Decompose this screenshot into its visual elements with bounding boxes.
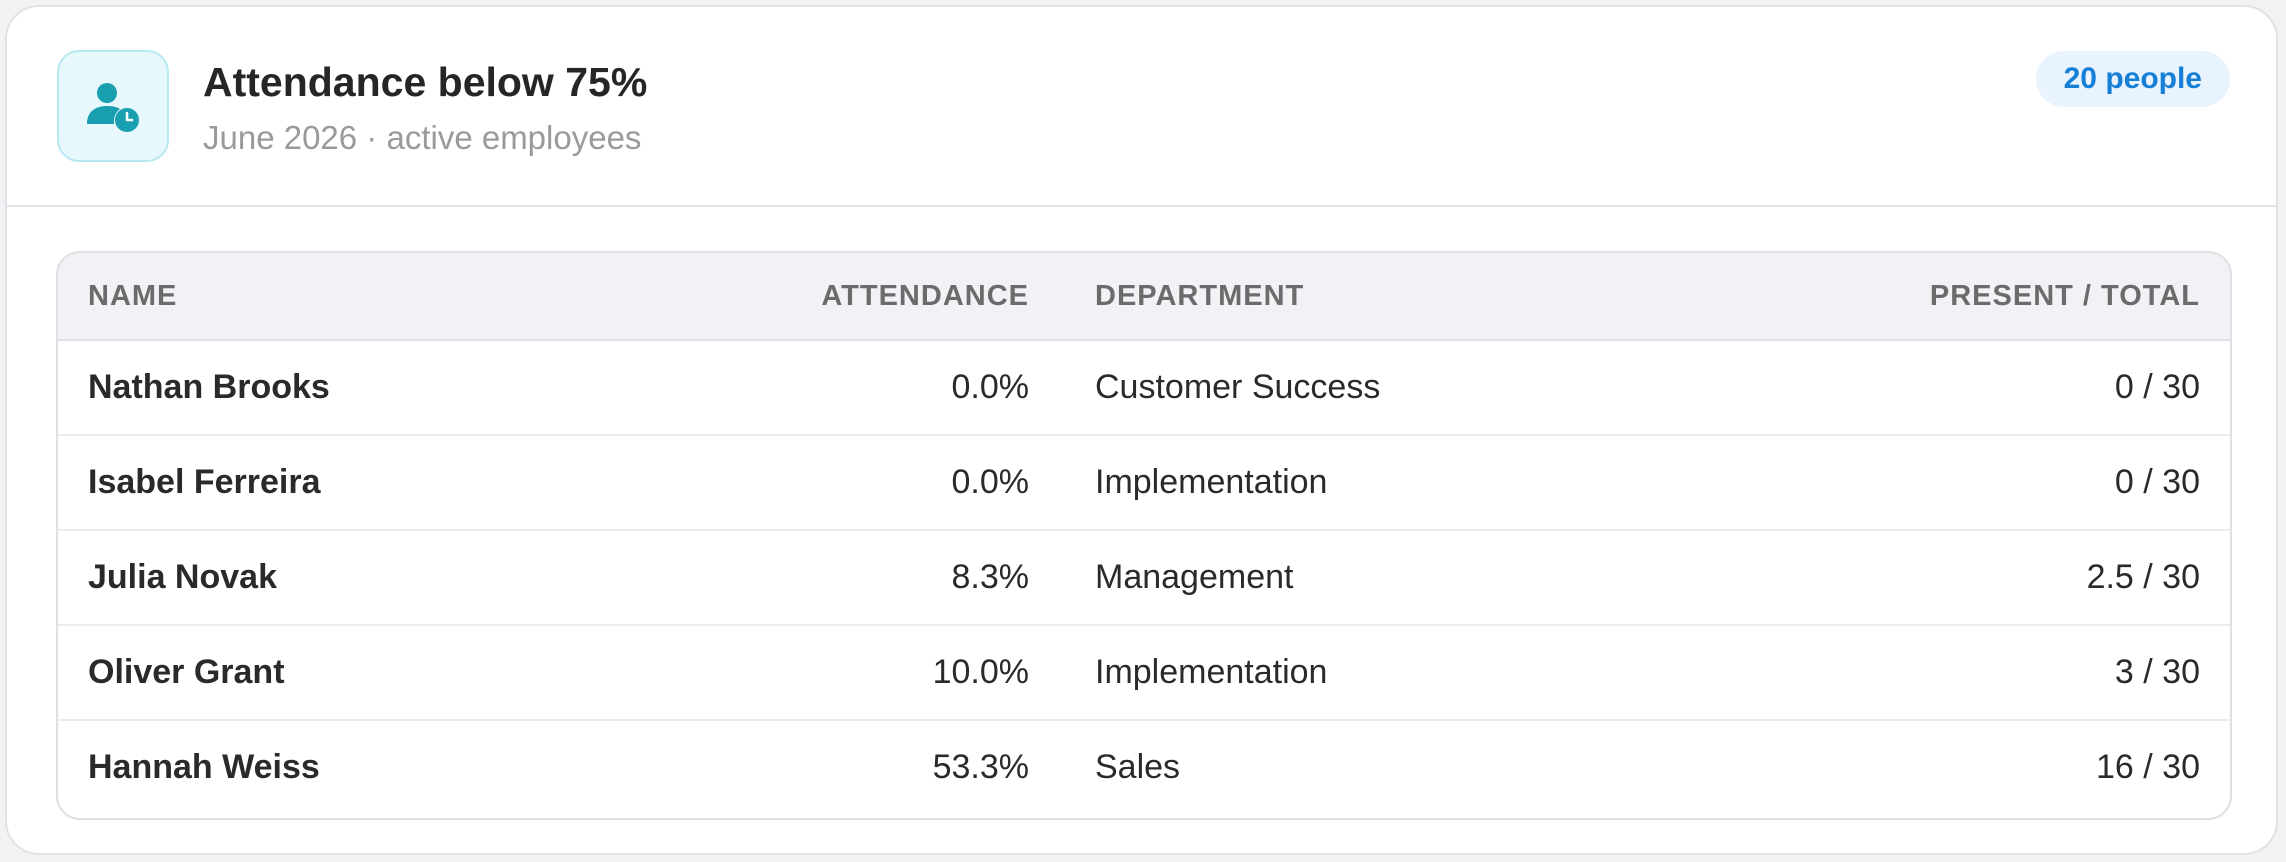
column-header-attendance[interactable]: ATTENDANCE	[821, 280, 1029, 312]
user-clock-icon	[57, 50, 169, 162]
attendance-value: 0.0%	[951, 463, 1030, 501]
column-header-department[interactable]: DEPARTMENT	[1095, 280, 1305, 312]
people-count-badge: 20 people	[2035, 51, 2230, 107]
attendance-value: 8.3%	[951, 558, 1030, 596]
department-value: Implementation	[1095, 653, 1328, 691]
department-value: Sales	[1095, 748, 1181, 786]
employee-name: Julia Novak	[88, 558, 277, 596]
employee-name: Isabel Ferreira	[88, 463, 321, 501]
present-total-value: 0 / 30	[2114, 463, 2200, 501]
card-title: Attendance below 75%	[203, 59, 648, 105]
card-header: Attendance below 75% June 2026 · active …	[7, 7, 2276, 207]
attendance-value: 53.3%	[932, 748, 1029, 786]
table-header: NAME ATTENDANCE DEPARTMENT PRESENT / TOT…	[58, 253, 2230, 341]
present-total-value: 0 / 30	[2114, 368, 2200, 406]
column-header-present-total[interactable]: PRESENT / TOTAL	[1929, 280, 2200, 312]
column-header-name[interactable]: NAME	[88, 280, 178, 312]
attendance-card: Attendance below 75% June 2026 · active …	[5, 5, 2278, 855]
present-total-value: 2.5 / 30	[2086, 558, 2200, 596]
card-subtitle: June 2026 · active employees	[203, 119, 642, 156]
department-value: Customer Success	[1095, 368, 1381, 406]
table-row[interactable]: Oliver Grant 10.0% Implementation 3 / 30	[58, 626, 2230, 721]
department-value: Management	[1095, 558, 1294, 596]
department-value: Implementation	[1095, 463, 1328, 501]
present-total-value: 16 / 30	[2096, 748, 2200, 786]
table-row[interactable]: Isabel Ferreira 0.0% Implementation 0 / …	[58, 436, 2230, 531]
table-row[interactable]: Hannah Weiss 53.3% Sales 16 / 30	[58, 721, 2230, 816]
table-row[interactable]: Nathan Brooks 0.0% Customer Success 0 / …	[58, 341, 2230, 436]
employee-name: Nathan Brooks	[88, 368, 330, 406]
attendance-value: 10.0%	[932, 653, 1029, 691]
table-row[interactable]: Julia Novak 8.3% Management 2.5 / 30	[58, 531, 2230, 626]
employee-name: Hannah Weiss	[88, 748, 320, 786]
attendance-table: NAME ATTENDANCE DEPARTMENT PRESENT / TOT…	[56, 251, 2232, 820]
present-total-value: 3 / 30	[2114, 653, 2200, 691]
employee-name: Oliver Grant	[88, 653, 285, 691]
attendance-value: 0.0%	[951, 368, 1030, 406]
